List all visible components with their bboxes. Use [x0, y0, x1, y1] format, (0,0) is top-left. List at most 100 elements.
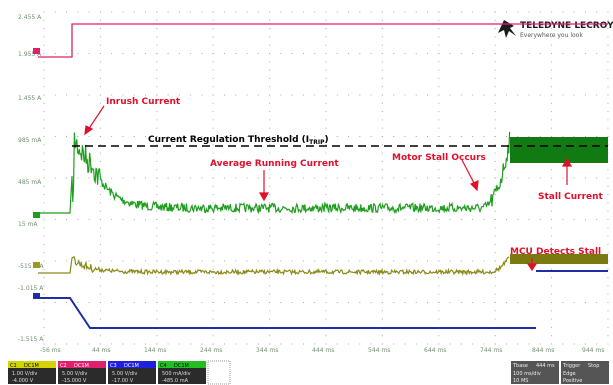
grid-dot	[562, 11, 564, 13]
grid-dot	[415, 94, 417, 96]
grid-dot	[551, 202, 553, 204]
grid-dot	[494, 94, 496, 96]
grid-dot	[246, 177, 248, 179]
grid-dot	[43, 293, 45, 295]
grid-dot	[381, 227, 383, 229]
grid-dot	[156, 77, 158, 79]
grid-dot	[393, 136, 395, 137]
grid-dot	[460, 11, 462, 13]
grid-dot	[291, 343, 293, 345]
grid-dot	[111, 11, 113, 13]
grid-dot	[438, 277, 440, 279]
timebase-descriptor[interactable]: Tbase 444 ms 100 ms/div 10 MS	[511, 361, 559, 384]
grid-dot	[325, 94, 327, 96]
grid-dot	[212, 119, 214, 121]
grid-dot	[381, 219, 383, 220]
grid-dot	[66, 94, 68, 96]
grid-dot	[190, 302, 192, 303]
channel-2-marker[interactable]	[33, 48, 40, 54]
grid-dot	[551, 44, 553, 46]
grid-dot	[43, 119, 45, 121]
grid-dot	[43, 227, 45, 229]
grid-dot	[494, 169, 496, 171]
grid-dot	[145, 53, 147, 54]
grid-dot	[607, 202, 609, 204]
spare-descriptor-slot[interactable]	[207, 360, 231, 385]
grid-dot	[494, 252, 496, 254]
grid-dot	[43, 160, 45, 162]
grid-dot	[381, 152, 383, 154]
grid-dot	[438, 343, 440, 345]
grid-dot	[66, 260, 68, 262]
grid-dot	[438, 227, 440, 229]
grid-dot	[314, 136, 316, 137]
grid-dot	[472, 94, 474, 96]
grid-dot	[562, 302, 564, 303]
grid-dot	[43, 77, 45, 79]
grid-dot	[607, 243, 609, 245]
channel-2-descriptor[interactable]: C2 DC1M 5.00 V/div -15.000 V	[58, 361, 106, 384]
channel-4-descriptor[interactable]: C4 DC1M 500 mA/div -485.0 mA	[158, 361, 206, 384]
grid-dot	[607, 219, 609, 220]
grid-dot	[438, 61, 440, 63]
grid-dot	[483, 260, 485, 262]
grid-dot	[494, 335, 496, 337]
grid-dot	[573, 343, 575, 345]
channel-3-marker[interactable]	[33, 293, 40, 299]
grid-dot	[404, 219, 406, 220]
channel-3-descriptor[interactable]: C3 DC1M 5.00 V/div -17.00 V	[108, 361, 156, 384]
grid-dot	[551, 169, 553, 171]
grid-dot	[494, 86, 496, 88]
grid-dot	[133, 343, 135, 345]
grid-dot	[551, 243, 553, 245]
channel-4-marker[interactable]	[33, 212, 40, 218]
grid-dot	[99, 127, 101, 129]
grid-dot	[551, 28, 553, 30]
channel-2-name: DC1M	[74, 363, 89, 369]
grid-dot	[494, 69, 496, 71]
grid-dot	[269, 219, 271, 220]
channel-1-marker[interactable]	[33, 262, 40, 268]
grid-dot	[449, 53, 451, 54]
grid-dot	[494, 44, 496, 46]
grid-dot	[122, 11, 124, 13]
time-label: 844 ms	[532, 347, 554, 354]
grid-dot	[269, 11, 271, 13]
grid-dot	[178, 343, 180, 345]
grid-dot	[66, 53, 68, 54]
grid-dot	[212, 185, 214, 187]
grid-dot	[505, 94, 507, 96]
grid-dot	[291, 219, 293, 220]
grid-dot	[404, 53, 406, 54]
grid-dot	[494, 227, 496, 229]
grid-dot	[539, 136, 541, 137]
grid-dot	[235, 94, 237, 96]
grid-dot	[539, 343, 541, 345]
grid-dot	[156, 136, 158, 137]
grid-dot	[607, 177, 609, 179]
grid-dot	[348, 260, 350, 262]
grid-dot	[607, 227, 609, 229]
timebase-sample: 10 MS	[513, 378, 528, 384]
grid-dot	[257, 219, 259, 220]
grid-dot	[596, 302, 598, 303]
grid-dot	[167, 302, 169, 303]
grid-dot	[43, 28, 45, 30]
grid-dot	[370, 136, 372, 137]
grid-dot	[438, 144, 440, 146]
grid-dot	[449, 302, 451, 303]
grid-dot	[607, 102, 609, 104]
channel-1-descriptor[interactable]: C1 DC1M 1.00 V/div -4.000 V	[8, 361, 56, 384]
grid-dot	[415, 219, 417, 220]
grid-dot	[99, 310, 101, 312]
grid-dot	[494, 243, 496, 245]
grid-dot	[607, 119, 609, 121]
average-arrowhead-icon	[258, 192, 270, 202]
grid-dot	[99, 235, 101, 237]
grid-dot	[551, 326, 553, 328]
grid-dot	[438, 169, 440, 171]
grid-dot	[325, 277, 327, 279]
grid-dot	[336, 260, 338, 262]
grid-dot	[122, 94, 124, 96]
trigger-descriptor[interactable]: Trigger Stop Edge Positive	[561, 361, 609, 384]
